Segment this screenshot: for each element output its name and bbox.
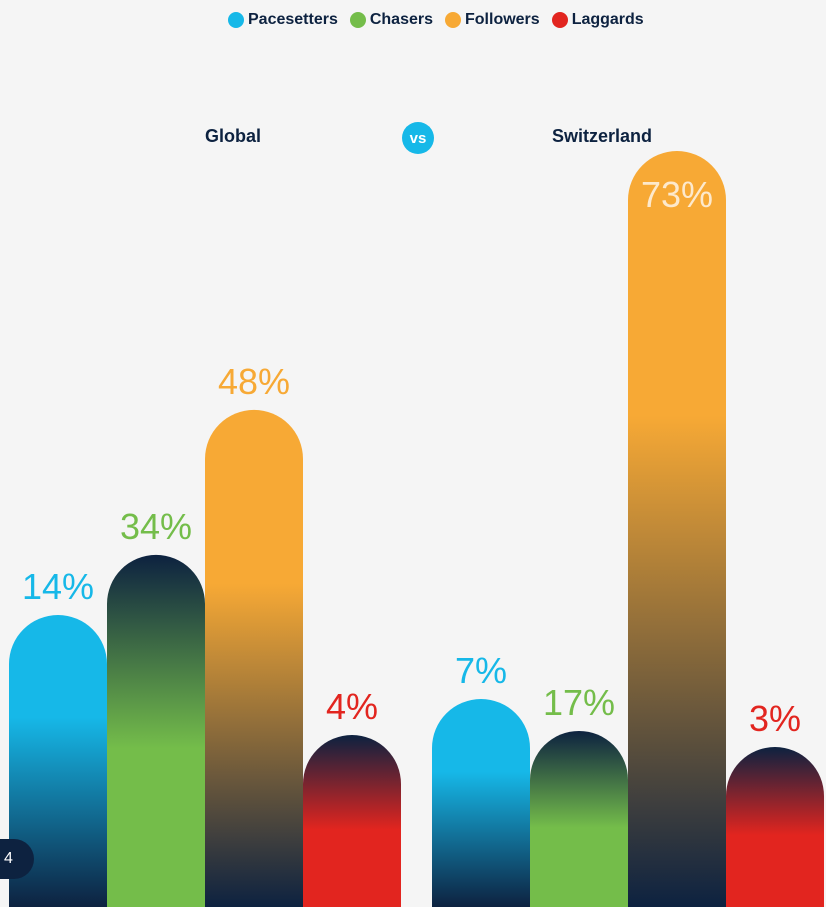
legend-label-followers: Followers [465, 11, 540, 28]
group-title-switzerland: Switzerland [551, 126, 653, 146]
legend-dot-pacesetters [228, 12, 244, 28]
legend-label-pacesetters: Pacesetters [248, 11, 338, 28]
vs-badge: vs [402, 122, 434, 154]
legend-dot-laggards [551, 12, 568, 28]
value-label-global-chasers: 34% [120, 506, 192, 547]
legend-item-pacesetters: Pacesetters [228, 11, 338, 29]
value-label-global-pacesetters: 14% [22, 566, 94, 607]
bar-switzerland-laggards [726, 747, 824, 907]
legend-label-laggards: Laggards [571, 11, 644, 28]
value-label-global-followers: 48% [218, 361, 290, 402]
group-title-global: Global [204, 126, 262, 146]
legend-item-laggards: Laggards [551, 11, 644, 29]
value-label-global-laggards: 4% [326, 686, 378, 727]
bar-global-followers [205, 409, 303, 907]
bar-switzerland-chasers [530, 730, 628, 907]
legend-item-followers: Followers [445, 11, 540, 29]
value-label-switzerland-followers: 73% [641, 174, 713, 215]
legend-item-chasers: Chasers [349, 11, 433, 29]
legend-dot-followers [445, 12, 461, 28]
bar-global-pacesetters [9, 615, 107, 907]
bar-switzerland-followers [628, 151, 726, 907]
value-label-switzerland-laggards: 3% [749, 698, 801, 739]
value-label-switzerland-chasers: 17% [543, 682, 615, 723]
bar-global-laggards [303, 735, 401, 907]
legend-dot-chasers [349, 12, 366, 28]
value-label-switzerland-pacesetters: 7% [455, 650, 507, 691]
bar-switzerland-pacesetters [432, 699, 530, 907]
page-number: 4 [0, 839, 34, 879]
bars-layer [9, 151, 824, 907]
bar-global-chasers [107, 554, 205, 907]
legend: Pacesetters Chasers Followers Laggards [228, 11, 656, 29]
legend-label-chasers: Chasers [369, 11, 433, 28]
value-labels-layer: 14% 34% 48% 4% 7% 17% 73% 3% [22, 174, 801, 739]
